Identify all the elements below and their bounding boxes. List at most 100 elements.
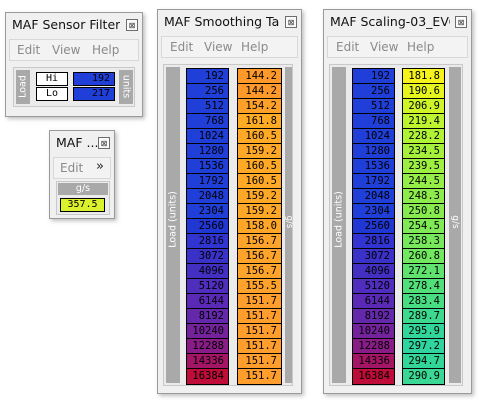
gs-value-cell[interactable]: 159.2 xyxy=(238,144,281,159)
gs-value-cell[interactable]: 190.6 xyxy=(403,84,444,99)
load-cell: 8192 xyxy=(353,309,394,324)
load-cell: 12288 xyxy=(353,339,394,354)
load-cell: 5120 xyxy=(187,279,228,294)
gs-value-cell[interactable]: 219.4 xyxy=(403,114,444,129)
menu-edit[interactable]: Edit xyxy=(60,161,84,175)
gs-value-cell[interactable]: 151.7 xyxy=(238,294,281,309)
load-cell: 2560 xyxy=(187,219,228,234)
load-cell: 2048 xyxy=(353,189,394,204)
load-cell: 2304 xyxy=(187,204,228,219)
load-cell: 1024 xyxy=(353,129,394,144)
load-axis-label: Load xyxy=(17,75,29,98)
load-axis-band: Load xyxy=(16,70,30,104)
units-axis-label: units xyxy=(120,74,132,99)
gs-value-cell[interactable]: 159.2 xyxy=(238,204,281,219)
title-bar[interactable]: MAF Sensor Filteri... ⊠ xyxy=(6,13,142,39)
gs-value-cell[interactable]: 278.4 xyxy=(403,279,444,294)
menu-bar: Edit View Help xyxy=(161,36,298,58)
gs-value-cell[interactable]: 151.7 xyxy=(238,309,281,324)
row-header-hi: Hi xyxy=(36,72,68,86)
load-cell: 14336 xyxy=(187,354,228,369)
load-cell: 192 xyxy=(187,69,228,84)
close-icon[interactable]: ⊠ xyxy=(285,16,297,28)
close-icon[interactable]: ⊠ xyxy=(455,16,467,28)
gs-value-cell[interactable]: 151.7 xyxy=(238,339,281,354)
load-cell: 10240 xyxy=(187,324,228,339)
load-axis-band: Load (units) xyxy=(166,67,180,383)
title-bar[interactable]: MAF ... ⊠ xyxy=(50,131,114,157)
menu-help[interactable]: Help xyxy=(241,40,269,54)
gs-value-cell[interactable]: 181.8 xyxy=(403,69,444,84)
gs-value-cell[interactable]: 289.7 xyxy=(403,309,444,324)
gs-value-cell[interactable]: 297.2 xyxy=(403,339,444,354)
window-title: MAF ... xyxy=(56,135,98,150)
row-header-lo: Lo xyxy=(36,87,68,101)
gs-value-cell[interactable]: 239.5 xyxy=(403,159,444,174)
gs-value-cell[interactable]: 294.7 xyxy=(403,354,444,369)
close-icon[interactable]: ⊠ xyxy=(98,137,110,149)
menu-help[interactable]: Help xyxy=(92,43,120,57)
table-panel: Load (units) 192 256 512 768 1024 1280 1536 179… xyxy=(329,64,463,386)
gs-value-cell[interactable]: 250.8 xyxy=(403,204,444,219)
load-axis-band: Load (units) xyxy=(332,67,346,383)
menu-help[interactable]: Help xyxy=(407,40,435,54)
window-title: MAF Scaling-03_EVO... xyxy=(330,14,450,29)
gs-value-cell[interactable]: 151.7 xyxy=(238,324,281,339)
menu-view[interactable]: View xyxy=(370,40,399,54)
menu-edit[interactable]: Edit xyxy=(170,40,194,54)
gs-value-cell[interactable]: 151.7 xyxy=(238,354,281,369)
gs-value-cell[interactable]: 156.7 xyxy=(238,234,281,249)
gs-value-cell[interactable]: 206.9 xyxy=(403,99,444,114)
load-cell: 256 xyxy=(353,84,394,99)
gs-value-cell[interactable]: 160.5 xyxy=(238,174,281,189)
gs-value-cell[interactable]: 254.5 xyxy=(403,219,444,234)
gs-value-cell[interactable]: 357.5 xyxy=(60,198,105,212)
gs-axis-label: g/s xyxy=(284,215,294,229)
menu-bar: Edit View Help xyxy=(9,39,139,61)
load-cell: 1536 xyxy=(353,159,394,174)
gs-value-cell[interactable]: 154.2 xyxy=(238,99,281,114)
gs-value-column: 144.2 144.2 154.2 161.8 160.5 159.2 160.5 160.5… xyxy=(237,68,282,385)
gs-value-cell[interactable]: 244.5 xyxy=(403,174,444,189)
chevron-right-icon[interactable]: » xyxy=(96,159,104,174)
gs-value-cell[interactable]: 158.0 xyxy=(238,219,281,234)
menu-view[interactable]: View xyxy=(52,43,81,57)
gs-value-cell[interactable]: 248.3 xyxy=(403,189,444,204)
load-cell: 16384 xyxy=(187,369,228,384)
load-cell: 2560 xyxy=(353,219,394,234)
gs-value-cell[interactable]: 161.8 xyxy=(238,114,281,129)
title-bar[interactable]: MAF Scaling-03_EVO... ⊠ xyxy=(324,10,471,36)
value-cell-lo[interactable]: 217 xyxy=(73,87,115,101)
load-cell: 1792 xyxy=(187,174,228,189)
close-icon[interactable]: ⊠ xyxy=(126,19,138,31)
gs-value-cell[interactable]: 228.2 xyxy=(403,129,444,144)
gs-value-cell[interactable]: 234.5 xyxy=(403,144,444,159)
gs-value-cell[interactable]: 295.9 xyxy=(403,324,444,339)
gs-value-cell[interactable]: 272.1 xyxy=(403,264,444,279)
gs-value-cell[interactable]: 151.7 xyxy=(238,369,281,384)
menu-view[interactable]: View xyxy=(204,40,233,54)
title-bar[interactable]: MAF Smoothing Tabl... ⊠ xyxy=(158,10,301,36)
gs-value-cell[interactable]: 160.5 xyxy=(238,159,281,174)
maf-gs-window: MAF ... ⊠ Edit » g/s 357.5 xyxy=(49,130,115,219)
gs-value-cell[interactable]: 258.3 xyxy=(403,234,444,249)
load-cell: 2816 xyxy=(187,234,228,249)
gs-value-cell[interactable]: 156.7 xyxy=(238,249,281,264)
gs-value-cell[interactable]: 260.8 xyxy=(403,249,444,264)
units-axis-band: units xyxy=(119,70,133,104)
gs-value-cell[interactable]: 160.5 xyxy=(238,129,281,144)
gs-value-cell[interactable]: 159.2 xyxy=(238,189,281,204)
gs-value-cell[interactable]: 290.9 xyxy=(403,369,444,384)
menu-edit[interactable]: Edit xyxy=(336,40,360,54)
value-cell-hi[interactable]: 192 xyxy=(73,72,115,86)
gs-value-cell[interactable]: 144.2 xyxy=(238,84,281,99)
gs-value-cell[interactable]: 144.2 xyxy=(238,69,281,84)
gs-value-cell[interactable]: 156.7 xyxy=(238,264,281,279)
gs-value-cell[interactable]: 283.4 xyxy=(403,294,444,309)
menu-edit[interactable]: Edit xyxy=(17,43,41,57)
load-column: 192 256 512 768 1024 1280 1536 1792 2048 2304 2560… xyxy=(352,68,395,385)
maf-scaling-window: MAF Scaling-03_EVO... ⊠ Edit View Help L… xyxy=(323,9,472,394)
window-title: MAF Sensor Filteri... xyxy=(12,17,120,32)
load-cell: 192 xyxy=(353,69,394,84)
gs-value-cell[interactable]: 155.5 xyxy=(238,279,281,294)
